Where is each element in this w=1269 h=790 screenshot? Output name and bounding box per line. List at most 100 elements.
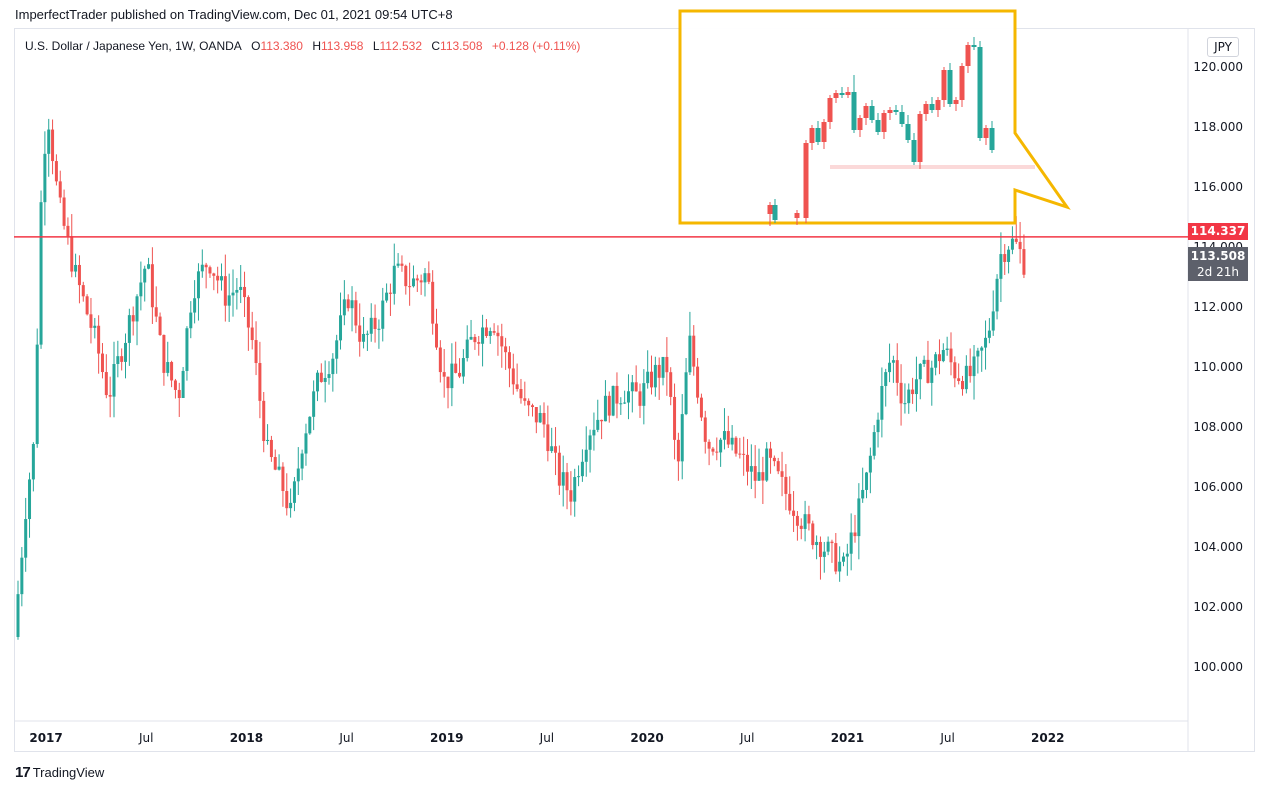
candle-body	[365, 333, 369, 335]
candle-body	[868, 455, 872, 473]
candle-body	[243, 286, 247, 298]
currency-button[interactable]: JPY	[1207, 37, 1239, 57]
candle-body	[692, 335, 696, 367]
inset-candle-body	[851, 92, 857, 130]
inset-candle-body	[833, 93, 839, 98]
inset-candle-body	[857, 118, 863, 130]
candle-body	[880, 385, 884, 420]
open-label: O	[251, 39, 261, 53]
candle-body	[162, 334, 166, 373]
footer-brand[interactable]: 17 TradingView	[15, 764, 104, 781]
candle-body	[673, 396, 677, 440]
candle-body	[158, 316, 162, 335]
candle-body	[818, 541, 822, 557]
candle-body	[450, 363, 454, 389]
candle-body	[976, 350, 980, 357]
inset-candle-body	[821, 122, 827, 142]
candles	[16, 118, 1026, 640]
candle-body	[991, 311, 995, 331]
candle-body	[1018, 241, 1022, 250]
candle-body	[47, 129, 51, 154]
inset-candle-body	[815, 128, 821, 142]
inset-candle-body	[794, 213, 800, 218]
candle-body	[903, 403, 907, 405]
candle-body	[615, 385, 619, 404]
candle-body	[626, 391, 630, 403]
last-price-badge: 113.508 2d 21h	[1188, 247, 1248, 281]
candle-body	[592, 429, 596, 436]
candle-body	[911, 389, 915, 395]
candle-body	[35, 344, 39, 445]
highlight-callout	[678, 9, 1071, 226]
y-tick-label: 112.000	[1193, 300, 1243, 314]
price-axis: 100.000 102.000 104.000 106.000 108.000 110.0…	[1193, 60, 1243, 674]
inset-candle-body	[869, 106, 875, 120]
candle-body	[438, 347, 442, 373]
candle-body	[999, 254, 1003, 279]
y-tick-label: 108.000	[1193, 420, 1243, 434]
candle-body	[396, 263, 400, 266]
candle-body	[857, 498, 861, 537]
candle-body	[116, 356, 120, 364]
x-tick-label: 2018	[230, 731, 263, 745]
candle-body	[565, 472, 569, 491]
y-tick-label: 104.000	[1193, 540, 1243, 554]
symbol-name: U.S. Dollar / Japanese Yen, 1W, OANDA	[25, 39, 242, 53]
tradingview-logo-icon: 17	[15, 764, 31, 781]
candle-body	[377, 328, 381, 330]
candle-body	[730, 437, 734, 445]
candle-body	[707, 441, 711, 449]
brand-name: TradingView	[32, 765, 105, 780]
candle-body	[315, 372, 319, 392]
y-tick-label: 116.000	[1193, 180, 1243, 194]
candle-body	[761, 472, 765, 481]
candle-body	[54, 161, 58, 182]
symbol-legend[interactable]: U.S. Dollar / Japanese Yen, 1W, OANDA O1…	[25, 39, 586, 53]
candle-body	[488, 331, 492, 336]
inset-candle-body	[983, 128, 989, 138]
candle-body	[319, 372, 323, 382]
candle-body	[258, 363, 262, 401]
level-price-badge: 114.337	[1188, 223, 1248, 240]
candle-body	[937, 354, 941, 362]
inset-candle-body	[917, 114, 923, 162]
candle-body	[749, 466, 753, 472]
candle-body	[147, 264, 151, 269]
candle-body	[891, 360, 895, 363]
candle-body	[546, 424, 550, 452]
candle-body	[465, 339, 469, 359]
y-tick-label: 118.000	[1193, 120, 1243, 134]
inset-candle-body	[971, 45, 977, 47]
candle-body	[872, 432, 876, 456]
x-tick-label: 2019	[430, 731, 463, 745]
candle-body	[676, 439, 680, 462]
candle-body	[611, 385, 615, 416]
candle-body	[43, 153, 47, 203]
candle-body	[557, 452, 561, 486]
candle-body	[688, 335, 692, 373]
candle-body	[865, 472, 869, 490]
candle-body	[577, 476, 581, 478]
candle-body	[177, 389, 181, 399]
candle-body	[411, 278, 415, 287]
candle-body	[838, 561, 842, 572]
candle-body	[150, 264, 154, 308]
candle-body	[684, 372, 688, 415]
candle-body	[254, 340, 258, 364]
candle-body	[680, 414, 684, 462]
candle-body	[39, 202, 43, 345]
candle-body	[285, 491, 289, 509]
candle-body	[822, 551, 826, 557]
candle-body	[784, 476, 788, 494]
candle-body	[780, 471, 784, 477]
candle-body	[454, 363, 458, 373]
candle-body	[431, 281, 435, 324]
candle-body	[312, 391, 316, 417]
candle-body	[907, 389, 911, 404]
chart-frame	[14, 28, 1255, 752]
candle-body	[507, 352, 511, 369]
x-tick-label: Jul	[939, 731, 954, 745]
candle-body	[20, 557, 24, 595]
candle-body	[600, 419, 604, 422]
